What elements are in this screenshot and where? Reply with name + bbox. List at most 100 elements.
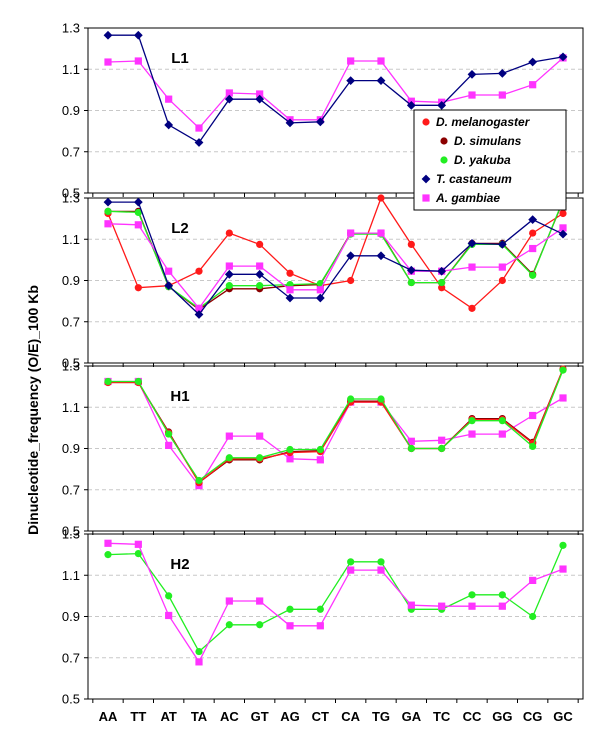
x-tick-label: AG: [280, 709, 300, 724]
y-axis-label: Dinucleotide_frequency (O/E)_100 Kb: [25, 285, 41, 535]
data-point: [194, 310, 204, 319]
data-point: [529, 612, 537, 621]
data-point: [256, 621, 264, 629]
data-point: [407, 278, 415, 287]
data-point: [286, 455, 294, 463]
data-point: [134, 284, 142, 292]
legend-marker: [422, 194, 430, 202]
data-point: [164, 281, 174, 291]
data-point: [468, 591, 476, 599]
data-point: [558, 52, 568, 62]
data-point: [529, 244, 537, 253]
series-d-simulans: [104, 197, 567, 313]
data-point: [103, 197, 113, 207]
panel-label: H2: [170, 556, 189, 573]
y-tick-label: 1.3: [62, 191, 80, 206]
data-point: [347, 558, 355, 566]
data-point: [256, 282, 264, 290]
y-tick-label: 1.1: [62, 568, 80, 583]
data-point: [194, 138, 204, 147]
panel-label: L2: [171, 220, 189, 237]
legend-label: T. castaneum: [436, 172, 512, 186]
data-point: [195, 304, 203, 312]
y-tick-label: 0.5: [62, 692, 80, 707]
y-tick-label: 0.5: [62, 524, 80, 539]
series-line: [108, 380, 564, 487]
data-point: [316, 445, 324, 454]
data-point: [225, 229, 233, 237]
data-point: [529, 229, 537, 237]
data-point: [376, 251, 386, 261]
x-tick-label: TC: [433, 709, 451, 724]
series-line: [107, 545, 564, 653]
data-point: [438, 284, 446, 292]
series-t-castaneum: [103, 30, 568, 147]
y-tick-label: 0.9: [62, 441, 80, 456]
y-tick-label: 0.7: [62, 314, 80, 329]
x-tick-label: CG: [523, 709, 543, 724]
data-point: [255, 269, 265, 279]
data-point: [165, 267, 173, 275]
data-point: [376, 76, 386, 85]
data-point: [286, 286, 294, 294]
series-a-gambiae: [104, 539, 567, 666]
data-point: [528, 215, 538, 225]
data-point: [559, 541, 567, 549]
x-tick-label: TT: [130, 709, 146, 724]
data-point: [104, 539, 112, 547]
data-point: [134, 57, 142, 65]
data-point: [134, 221, 142, 229]
data-point: [346, 76, 356, 85]
data-point: [407, 240, 415, 249]
data-point: [559, 394, 567, 402]
panel-h2: 0.5 0.7 0.9 1.1 1.3 H2: [62, 527, 584, 707]
data-point: [407, 437, 415, 445]
data-point: [316, 456, 324, 464]
data-point: [224, 94, 234, 104]
data-point: [467, 238, 477, 248]
data-point: [438, 602, 446, 610]
legend-entry-d-yakuba: D. yakuba: [440, 153, 511, 167]
series-line: [108, 368, 564, 484]
x-axis-tick-labels: AA TT AT TA AC GT AG CT CA TG GA TC CC GG CG GC: [99, 709, 574, 724]
data-point: [529, 271, 537, 279]
data-point: [498, 276, 506, 285]
data-point: [255, 94, 265, 104]
data-point: [559, 224, 567, 232]
data-point: [165, 430, 173, 438]
data-point: [286, 445, 294, 454]
x-tick-label: GG: [492, 709, 512, 724]
legend: D. melanogaster D. simulans D. yakuba T. ca…: [413, 109, 567, 211]
y-tick-label: 1.1: [62, 400, 80, 415]
data-point: [437, 100, 447, 110]
data-point: [225, 282, 233, 290]
series-line: [107, 542, 564, 664]
series-a-gambiae: [104, 220, 567, 312]
x-tick-label: GA: [402, 709, 422, 724]
data-point: [225, 597, 233, 605]
y-tick-label: 1.3: [62, 527, 80, 542]
x-tick-label: TG: [372, 709, 390, 724]
legend-label: D. simulans: [454, 134, 522, 148]
data-point: [346, 251, 356, 261]
data-point: [468, 430, 476, 438]
y-tick-label: 1.3: [62, 21, 80, 36]
data-point: [104, 220, 112, 228]
data-point: [225, 89, 233, 97]
panel-label: L1: [171, 50, 189, 67]
legend-label: D. melanogaster: [436, 115, 531, 129]
data-point: [133, 30, 143, 40]
data-point: [468, 417, 476, 425]
series-d-yakuba: [104, 541, 567, 656]
y-tick-label: 1.1: [62, 232, 80, 247]
x-tick-label: GC: [553, 709, 573, 724]
series-line: [108, 369, 564, 482]
x-tick-label: AA: [99, 709, 118, 724]
data-point: [559, 209, 567, 218]
data-point: [437, 266, 447, 276]
data-point: [104, 207, 112, 216]
data-point: [438, 444, 446, 453]
data-point: [498, 91, 506, 99]
data-point: [164, 120, 174, 130]
data-point: [256, 240, 264, 249]
